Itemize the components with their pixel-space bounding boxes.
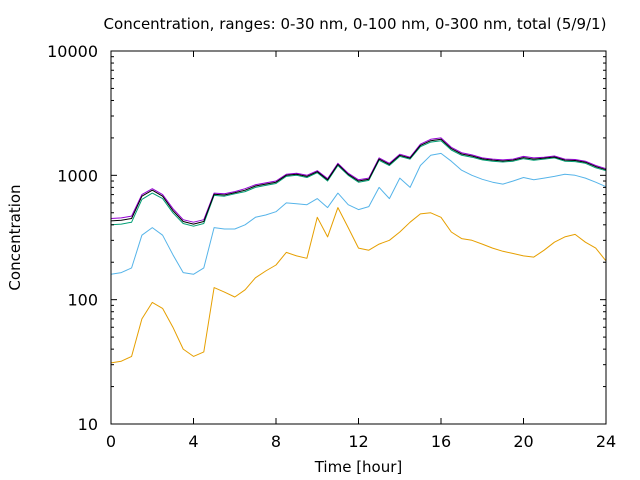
x-tick-label: 24 [596, 432, 616, 451]
y-tick-label: 100 [67, 291, 98, 310]
series-line-3 [110, 137, 607, 223]
x-tick-label: 20 [513, 432, 533, 451]
y-tick-label: 10000 [47, 42, 98, 61]
series-line-2 [110, 140, 607, 227]
plot-frame [110, 50, 607, 425]
x-tick-label: 8 [271, 432, 281, 451]
ticks-layer: 0 4 8 12 16 20 24 10 100 1000 10000 [47, 42, 616, 451]
series-line-1 [110, 152, 607, 275]
y-tick-label: 1000 [57, 166, 98, 185]
series-line-0 [110, 207, 607, 364]
x-tick-label: 12 [348, 432, 368, 451]
x-tick-label: 0 [106, 432, 116, 451]
series-line-4 [110, 138, 607, 225]
x-tick-label: 16 [431, 432, 451, 451]
x-tick-label: 4 [188, 432, 198, 451]
y-axis-title: Concentration [6, 184, 24, 290]
y-tick-label: 10 [78, 415, 98, 434]
x-axis-title: Time [hour] [314, 458, 403, 476]
chart-title: Concentration, ranges: 0-30 nm, 0-100 nm… [104, 15, 607, 33]
series-layer [110, 137, 607, 364]
